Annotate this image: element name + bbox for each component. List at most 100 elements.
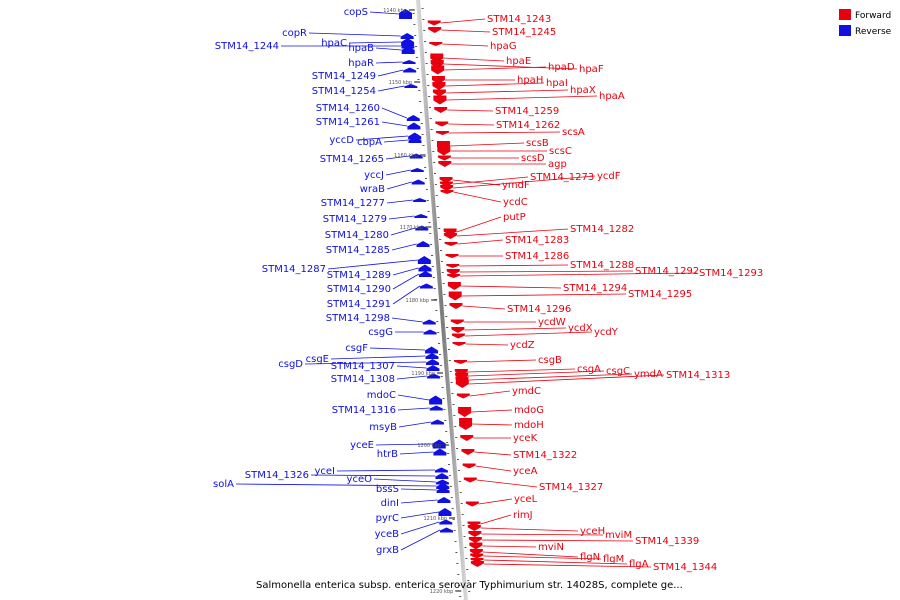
forward-leader-line bbox=[442, 43, 489, 47]
reverse-gene-label: pyrC bbox=[376, 513, 399, 524]
axis-dash bbox=[464, 547, 467, 548]
kbp-tick-label: 1160 kbp bbox=[394, 153, 418, 159]
reverse-gene-label: yceO bbox=[347, 474, 373, 485]
axis-dash bbox=[428, 222, 431, 223]
forward-gene-glyph bbox=[434, 107, 448, 113]
leader-lines bbox=[235, 11, 698, 568]
reverse-leader-line bbox=[386, 181, 412, 190]
reverse-gene-label: yccD bbox=[329, 135, 354, 146]
reverse-leader-line bbox=[400, 488, 437, 491]
axis-dash bbox=[427, 85, 430, 86]
axis-dash bbox=[430, 129, 433, 130]
forward-leader-line bbox=[446, 95, 598, 101]
axis-dash bbox=[448, 360, 451, 361]
axis-dash bbox=[451, 508, 454, 509]
axis-dash bbox=[429, 118, 432, 119]
forward-leader-line bbox=[480, 527, 579, 532]
reverse-gene-glyph bbox=[433, 448, 447, 456]
forward-leader-line bbox=[465, 343, 509, 346]
forward-leader-line bbox=[468, 373, 633, 381]
reverse-gene-glyph bbox=[426, 365, 440, 371]
axis-dash bbox=[439, 239, 442, 240]
reverse-gene-glyph bbox=[439, 527, 453, 533]
reverse-leader-line bbox=[369, 347, 426, 351]
position-ticks: 1140 kbp 1150 kbp 1160 kbp 1170 kbp 1180 kbp… bbox=[383, 8, 471, 597]
forward-gene-label: ycdC bbox=[503, 197, 528, 208]
axis-dash bbox=[465, 558, 468, 559]
reverse-gene-label: yceB bbox=[375, 529, 400, 540]
reverse-gene-glyph bbox=[406, 115, 420, 121]
reverse-gene-glyph bbox=[415, 225, 429, 231]
reverse-leader-line bbox=[377, 85, 405, 92]
genome-axis bbox=[416, 0, 468, 600]
forward-gene-glyph bbox=[443, 228, 457, 236]
forward-leader-line bbox=[453, 175, 596, 189]
reverse-leader-line bbox=[373, 478, 436, 483]
axis-dash bbox=[438, 228, 441, 229]
forward-gene-label: flgA bbox=[629, 559, 649, 570]
reverse-gene-label: solA bbox=[213, 479, 234, 490]
kbp-tick-label: 1190 kbp bbox=[411, 371, 435, 377]
forward-gene-label: scsD bbox=[521, 153, 545, 164]
axis-dash bbox=[430, 244, 433, 245]
reverse-gene-label: STM14_1307 bbox=[331, 361, 395, 372]
axis-dash bbox=[449, 371, 452, 372]
forward-gene-glyph bbox=[467, 521, 481, 527]
forward-leader-line bbox=[472, 423, 513, 426]
forward-gene-glyph bbox=[448, 291, 462, 301]
axis-dash bbox=[437, 217, 440, 218]
reverse-gene-glyph bbox=[430, 419, 444, 425]
axis-dash bbox=[437, 332, 440, 333]
axis-dash bbox=[419, 112, 422, 113]
forward-leader-line bbox=[459, 270, 634, 273]
reverse-gene-label: copR bbox=[282, 28, 307, 39]
axis-dash bbox=[445, 431, 448, 432]
reverse-gene-glyph bbox=[401, 38, 415, 46]
forward-gene-label: mviN bbox=[538, 542, 564, 553]
reverse-gene-label: cbpA bbox=[357, 137, 382, 148]
reverse-gene-glyph bbox=[411, 179, 425, 185]
axis-dash bbox=[457, 470, 460, 471]
axis-dash bbox=[456, 563, 459, 564]
axis-dash bbox=[413, 24, 416, 25]
reverse-gene-glyph bbox=[435, 473, 449, 479]
axis-dash bbox=[441, 387, 444, 388]
reverse-leader-line bbox=[398, 421, 431, 428]
reverse-gene-label: STM14_1265 bbox=[320, 154, 384, 165]
forward-gene-label: ycdY bbox=[594, 327, 619, 338]
axis-dash bbox=[451, 393, 454, 394]
forward-gene-label: flgM bbox=[603, 554, 624, 565]
forward-gene-glyph bbox=[435, 121, 449, 127]
reverse-leader-line bbox=[381, 107, 407, 119]
reverse-leader-line bbox=[377, 69, 404, 77]
reverse-gene-label: csgF bbox=[345, 343, 368, 354]
gene-labels: STM14_1243 STM14_1245 hpaG hpaE hpaF hpaD hpaH… bbox=[213, 7, 763, 573]
axis-dash bbox=[466, 569, 469, 570]
forward-gene-label: STM14_1243 bbox=[487, 14, 551, 25]
reverse-leader-line bbox=[392, 267, 419, 276]
forward-gene-glyph bbox=[451, 327, 465, 333]
forward-leader-line bbox=[481, 539, 634, 542]
axis-dash bbox=[433, 288, 436, 289]
reverse-gene-glyph bbox=[429, 405, 443, 411]
axis-dash bbox=[439, 365, 442, 366]
forward-leader-line bbox=[453, 191, 502, 203]
axis-dash bbox=[448, 475, 451, 476]
axis-dash bbox=[424, 167, 427, 168]
axis-dash bbox=[457, 574, 460, 575]
reverse-gene-label: csgG bbox=[368, 327, 393, 338]
axis-dash bbox=[428, 107, 431, 108]
reverse-gene-glyph bbox=[410, 168, 424, 172]
reverse-gene-label: STM14_1289 bbox=[327, 270, 391, 281]
forward-leader-line bbox=[476, 479, 538, 488]
forward-gene-label: ycdZ bbox=[510, 340, 535, 351]
reverse-leader-line bbox=[381, 121, 408, 127]
axis-dash bbox=[443, 294, 446, 295]
reverse-gene-label: STM14_1285 bbox=[326, 245, 390, 256]
forward-gene-glyph bbox=[450, 319, 464, 325]
reverse-gene-label: STM14_1291 bbox=[327, 299, 391, 310]
reverse-gene-label: dinI bbox=[381, 498, 399, 509]
reverse-gene-glyph bbox=[427, 373, 441, 379]
forward-gene-glyph bbox=[454, 369, 468, 375]
forward-leader-line bbox=[456, 228, 569, 237]
